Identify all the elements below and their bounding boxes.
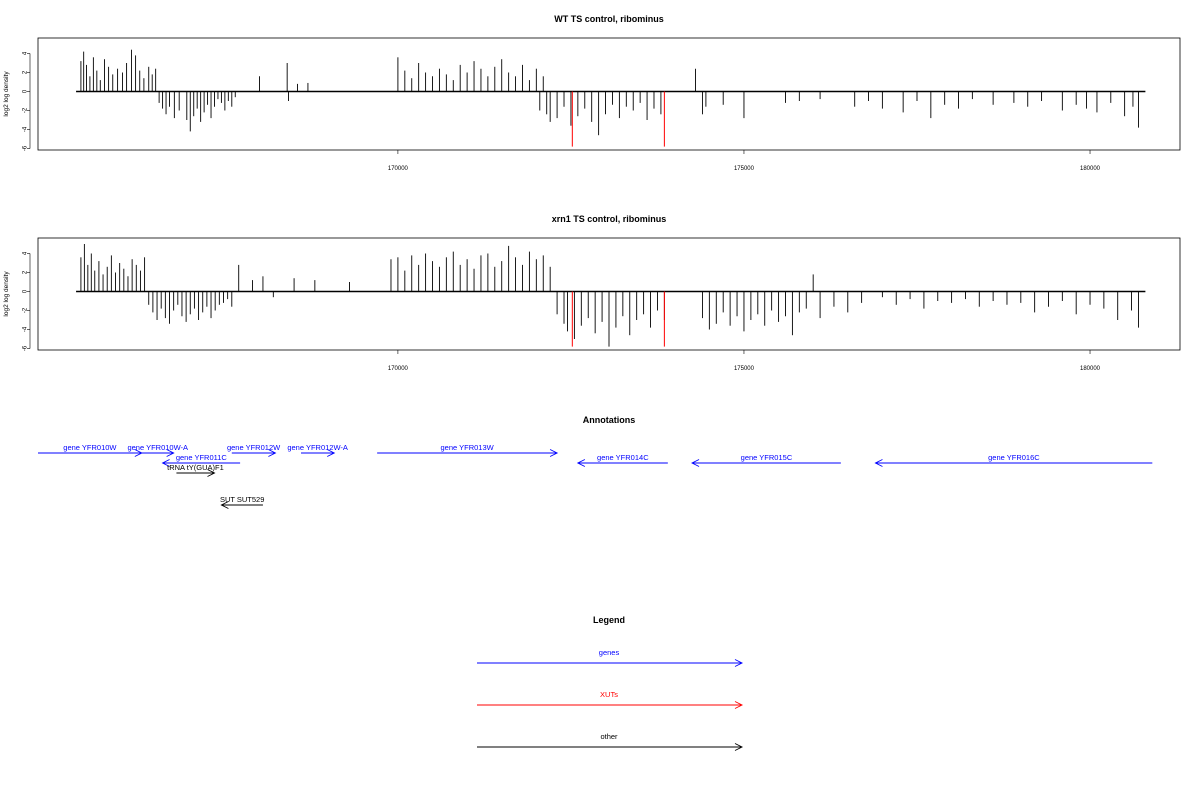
x-tick-label: 170000 bbox=[388, 366, 409, 372]
x-tick-label: 180000 bbox=[1080, 166, 1101, 172]
x-tick-label: 175000 bbox=[734, 166, 755, 172]
y-tick-label: 4 bbox=[23, 251, 29, 255]
y-tick-label: -6 bbox=[23, 345, 29, 351]
feature-arrowhead bbox=[166, 449, 175, 457]
x-tick-label: 170000 bbox=[388, 166, 409, 172]
y-tick-label: -4 bbox=[23, 326, 29, 332]
legend-label: genes bbox=[599, 648, 620, 657]
y-axis-label: log2 log density bbox=[3, 71, 10, 117]
feature-arrowhead bbox=[576, 459, 586, 467]
legend-arrowhead bbox=[734, 743, 744, 751]
feature-arrowhead bbox=[874, 459, 883, 467]
legend-label: other bbox=[600, 732, 618, 741]
legend-title: Legend bbox=[593, 615, 625, 625]
y-axis-label: log2 log density bbox=[3, 271, 10, 317]
feature-arrowhead bbox=[268, 449, 277, 457]
plot-title: xrn1 TS control, ribominus bbox=[552, 214, 667, 224]
x-tick-label: 175000 bbox=[734, 366, 755, 372]
feature-label: gene YFR015C bbox=[741, 453, 793, 462]
y-tick-label: 2 bbox=[23, 270, 29, 274]
x-tick-label: 180000 bbox=[1080, 366, 1101, 372]
feature-arrowhead bbox=[549, 449, 559, 457]
annotations-title: Annotations bbox=[583, 415, 636, 425]
feature-label: gene YFR010W bbox=[63, 443, 117, 452]
feature-label: SUT SUT529 bbox=[220, 495, 264, 504]
y-tick-label: 0 bbox=[23, 89, 29, 93]
feature-label: gene YFR010W-A bbox=[127, 443, 188, 452]
feature-label: tRNA tY(GUA)F1 bbox=[167, 463, 224, 472]
feature-arrowhead bbox=[220, 501, 229, 509]
y-tick-label: -4 bbox=[23, 126, 29, 132]
y-tick-label: -2 bbox=[23, 307, 29, 313]
feature-label: gene YFR011C bbox=[176, 453, 228, 462]
feature-label: gene YFR012W bbox=[227, 443, 281, 452]
legend-label: XUTs bbox=[600, 690, 618, 699]
y-tick-label: -6 bbox=[23, 145, 29, 151]
y-tick-label: -2 bbox=[23, 107, 29, 113]
feature-arrowhead bbox=[207, 469, 216, 477]
feature-arrowhead bbox=[327, 449, 336, 457]
feature-label: gene YFR012W-A bbox=[287, 443, 348, 452]
plot-frame bbox=[37, 237, 1181, 351]
feature-label: gene YFR016C bbox=[988, 453, 1040, 462]
y-tick-label: 2 bbox=[23, 70, 29, 74]
legend-arrowhead bbox=[734, 659, 744, 667]
feature-arrowhead bbox=[161, 459, 170, 467]
y-tick-label: 4 bbox=[23, 51, 29, 55]
feature-label: gene YFR013W bbox=[440, 443, 494, 452]
legend-arrowhead bbox=[734, 701, 744, 709]
plot-frame bbox=[37, 37, 1181, 151]
y-tick-label: 0 bbox=[23, 289, 29, 293]
plot-title: WT TS control, ribominus bbox=[554, 14, 664, 24]
feature-arrowhead bbox=[691, 459, 700, 467]
feature-label: gene YFR014C bbox=[597, 453, 649, 462]
